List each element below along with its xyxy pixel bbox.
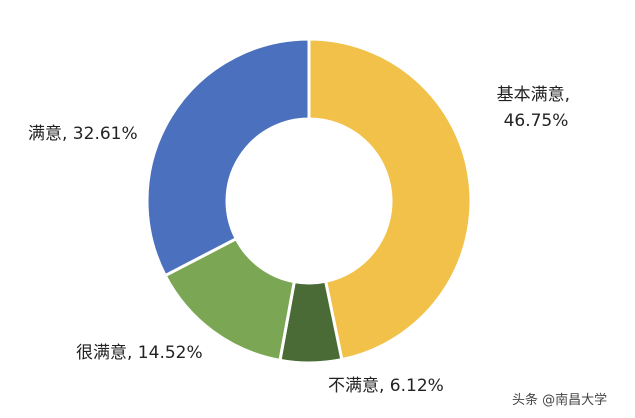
slice-basic-satisfied: [307, 37, 473, 362]
label-basic-satisfied-value: 46.75%: [504, 111, 569, 131]
watermark: 头条 @南昌大学: [512, 392, 607, 408]
slice-satisfied: [145, 37, 311, 278]
label-satisfied: 满意, 32.61%: [28, 124, 138, 144]
data-labels: 基本满意, 46.75% 不满意, 6.12% 很满意, 14.52% 满意, …: [28, 85, 576, 396]
label-dissatisfied: 不满意, 6.12%: [328, 376, 444, 396]
label-very-satisfied: 很满意, 14.52%: [76, 343, 203, 363]
label-basic-satisfied-name: 基本满意,: [497, 85, 570, 105]
label-basic-satisfied: 基本满意, 46.75%: [497, 85, 576, 131]
donut-slices: [145, 37, 473, 365]
